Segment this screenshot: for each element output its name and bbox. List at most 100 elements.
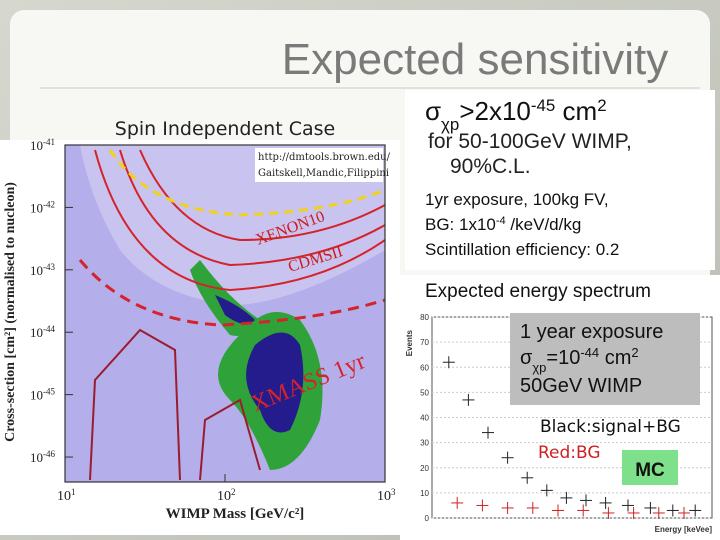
tick-base: 10 [377, 489, 391, 504]
tick-exponent: -46 [43, 449, 55, 459]
tick-exponent: -45 [43, 387, 55, 397]
y-tick-label: 0 [425, 514, 430, 523]
point [599, 496, 612, 509]
exclusion-plot: http://dmtools.brown.edu/ Gaitskell,Mand… [0, 137, 400, 535]
blue-region [215, 295, 255, 324]
left-heading: Spin Independent Case [115, 118, 335, 140]
x-axis-label: Energy [keVee] [655, 525, 713, 534]
point [540, 484, 553, 497]
cl-text: 90%C.L. [450, 155, 531, 178]
point [644, 501, 657, 514]
point [577, 504, 590, 517]
point [678, 506, 690, 519]
tick-exponent: -42 [43, 199, 55, 209]
point [476, 499, 489, 512]
mass-text: for 50-100GeV WIMP, [428, 130, 632, 153]
contour [89, 328, 261, 481]
text-run: cm [599, 347, 631, 369]
point [627, 506, 640, 519]
source-line: http://dmtools.brown.edu/ [258, 152, 391, 163]
text-run: 2 [631, 345, 638, 360]
spectrum-heading: Expected energy spectrum [425, 281, 651, 302]
y-tick-label: 20 [420, 464, 429, 473]
source-line: Gaitskell,Mandic,Filippini [258, 168, 389, 179]
point [451, 496, 464, 509]
point [482, 426, 494, 439]
legend-signal: Black:signal+BG [540, 417, 681, 437]
tick-exponent: -44 [43, 324, 55, 334]
text-run: σ [520, 347, 533, 369]
tick-base: 10 [30, 263, 43, 278]
text-run: /keV/d/kg [506, 215, 582, 234]
y-tick-label: 10 [420, 489, 429, 498]
tick-base: 10 [217, 489, 231, 504]
text-run: -44 [580, 345, 599, 360]
exposure-text: 1yr exposure, 100kg FV, [425, 190, 609, 209]
tick-exponent: 1 [71, 487, 76, 497]
point [442, 356, 455, 369]
text-run: BG: 1x10 [425, 215, 496, 234]
point [580, 494, 592, 507]
y-tick-label: 10-41 [30, 137, 55, 153]
y-tick-label: 10-46 [30, 449, 55, 465]
point [501, 451, 514, 464]
point [689, 504, 702, 517]
tick-base: 10 [57, 489, 71, 504]
tick-base: 10 [30, 325, 43, 340]
scintillation-text: Scintillation efficiency: 0.2 [425, 240, 619, 259]
x-tick-label: 101 [57, 487, 76, 504]
y-axis-label: Cross-section [cm²] (normalised to nucle… [3, 182, 18, 442]
text-run: 2 [597, 96, 606, 115]
tick-base: 10 [30, 200, 43, 215]
note-box [510, 313, 700, 405]
point [560, 491, 573, 504]
curve [119, 149, 386, 267]
point [652, 506, 665, 519]
y-tick-label: 10-45 [30, 387, 55, 403]
x-tick-label: 102 [217, 487, 236, 504]
point [552, 504, 564, 517]
text-run: -4 [496, 215, 506, 227]
blue-region [246, 332, 304, 433]
point [666, 504, 679, 517]
tick-base: 10 [30, 450, 43, 465]
y-tick-label: 40 [420, 414, 429, 423]
tick-base: 10 [30, 388, 43, 403]
note-line: 50GeV WIMP [520, 375, 642, 397]
y-axis-label: Events [405, 329, 414, 356]
tick-base: 10 [30, 138, 43, 153]
curve [94, 149, 386, 292]
tick-exponent: -43 [43, 262, 55, 272]
text-run: χp [532, 360, 546, 375]
point [501, 501, 514, 514]
point [526, 501, 539, 514]
note-line: σχp=10-44 cm2 [520, 345, 639, 375]
limit-text: σχp>2x10-45 cm2 [425, 96, 607, 134]
point [521, 471, 534, 484]
y-tick-label: 10-44 [30, 324, 55, 340]
y-tick-label: 10-42 [30, 199, 55, 215]
note-line: 1 year exposure [520, 321, 663, 343]
y-tick-label: 10-43 [30, 262, 55, 278]
point [462, 393, 475, 406]
x-tick-label: 103 [377, 487, 396, 504]
y-tick-label: 80 [420, 313, 429, 322]
tick-exponent: 2 [231, 487, 236, 497]
x-axis-label: WIMP Mass [GeV/c²] [166, 506, 305, 522]
tick-exponent: 3 [391, 487, 396, 497]
text-run: =10 [546, 347, 580, 369]
xenon-curve [108, 149, 386, 217]
text-run: σ [425, 96, 441, 126]
text-run: -45 [531, 96, 555, 115]
badge-box [622, 450, 678, 485]
title: Expected sensitivity [282, 35, 668, 84]
text-run: cm [555, 96, 597, 126]
text-run: χp [441, 115, 459, 134]
point [602, 506, 615, 519]
legend-bg: Red:BG [538, 443, 601, 463]
tick-exponent: -41 [43, 137, 55, 147]
point [622, 499, 634, 512]
source-box [255, 148, 383, 182]
y-tick-label: 70 [420, 338, 429, 347]
